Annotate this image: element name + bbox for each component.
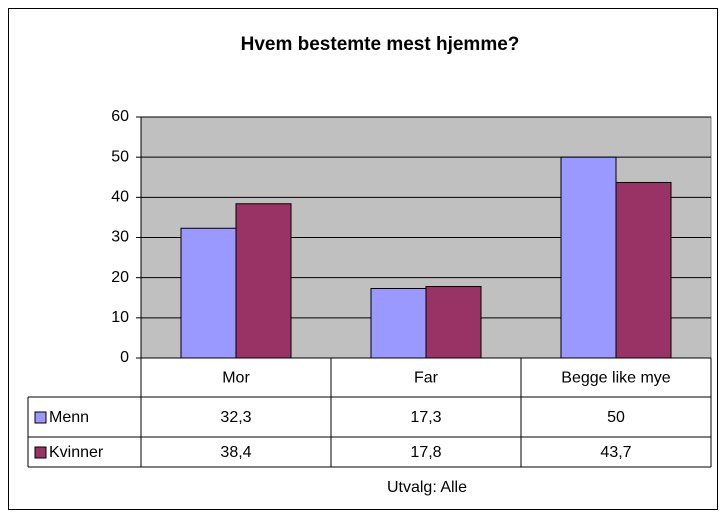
- x-tick-label: Mor: [222, 370, 250, 387]
- bar: [615, 181, 672, 359]
- legend-key: [34, 446, 47, 459]
- table-value: 50: [607, 409, 625, 426]
- x-tick-label: Far: [414, 370, 439, 387]
- table-value: 17,3: [410, 409, 441, 426]
- bar: [235, 203, 292, 359]
- bar: [370, 288, 427, 359]
- y-tick-label: 50: [111, 148, 129, 165]
- bar: [425, 286, 482, 359]
- legend-label: Kvinner: [49, 444, 104, 461]
- y-tick-label: 60: [111, 108, 129, 125]
- x-tick-label: Begge like mye: [561, 370, 670, 387]
- bar: [180, 227, 237, 359]
- legend-key: [34, 411, 47, 424]
- y-tick-label: 10: [111, 309, 129, 326]
- legend-label: Menn: [49, 409, 89, 426]
- y-tick-label: 20: [111, 269, 129, 286]
- annotation: Utvalg: Alle: [387, 479, 467, 496]
- table-value: 32,3: [220, 409, 251, 426]
- chart-title: Hvem bestemte mest hjemme?: [241, 34, 520, 55]
- y-tick-label: 40: [111, 189, 129, 206]
- table-value: 43,7: [600, 444, 631, 461]
- y-tick-label: 30: [111, 229, 129, 246]
- table-value: 38,4: [220, 444, 251, 461]
- y-tick-label: 0: [120, 349, 129, 366]
- bar: [560, 156, 617, 359]
- table-value: 17,8: [410, 444, 441, 461]
